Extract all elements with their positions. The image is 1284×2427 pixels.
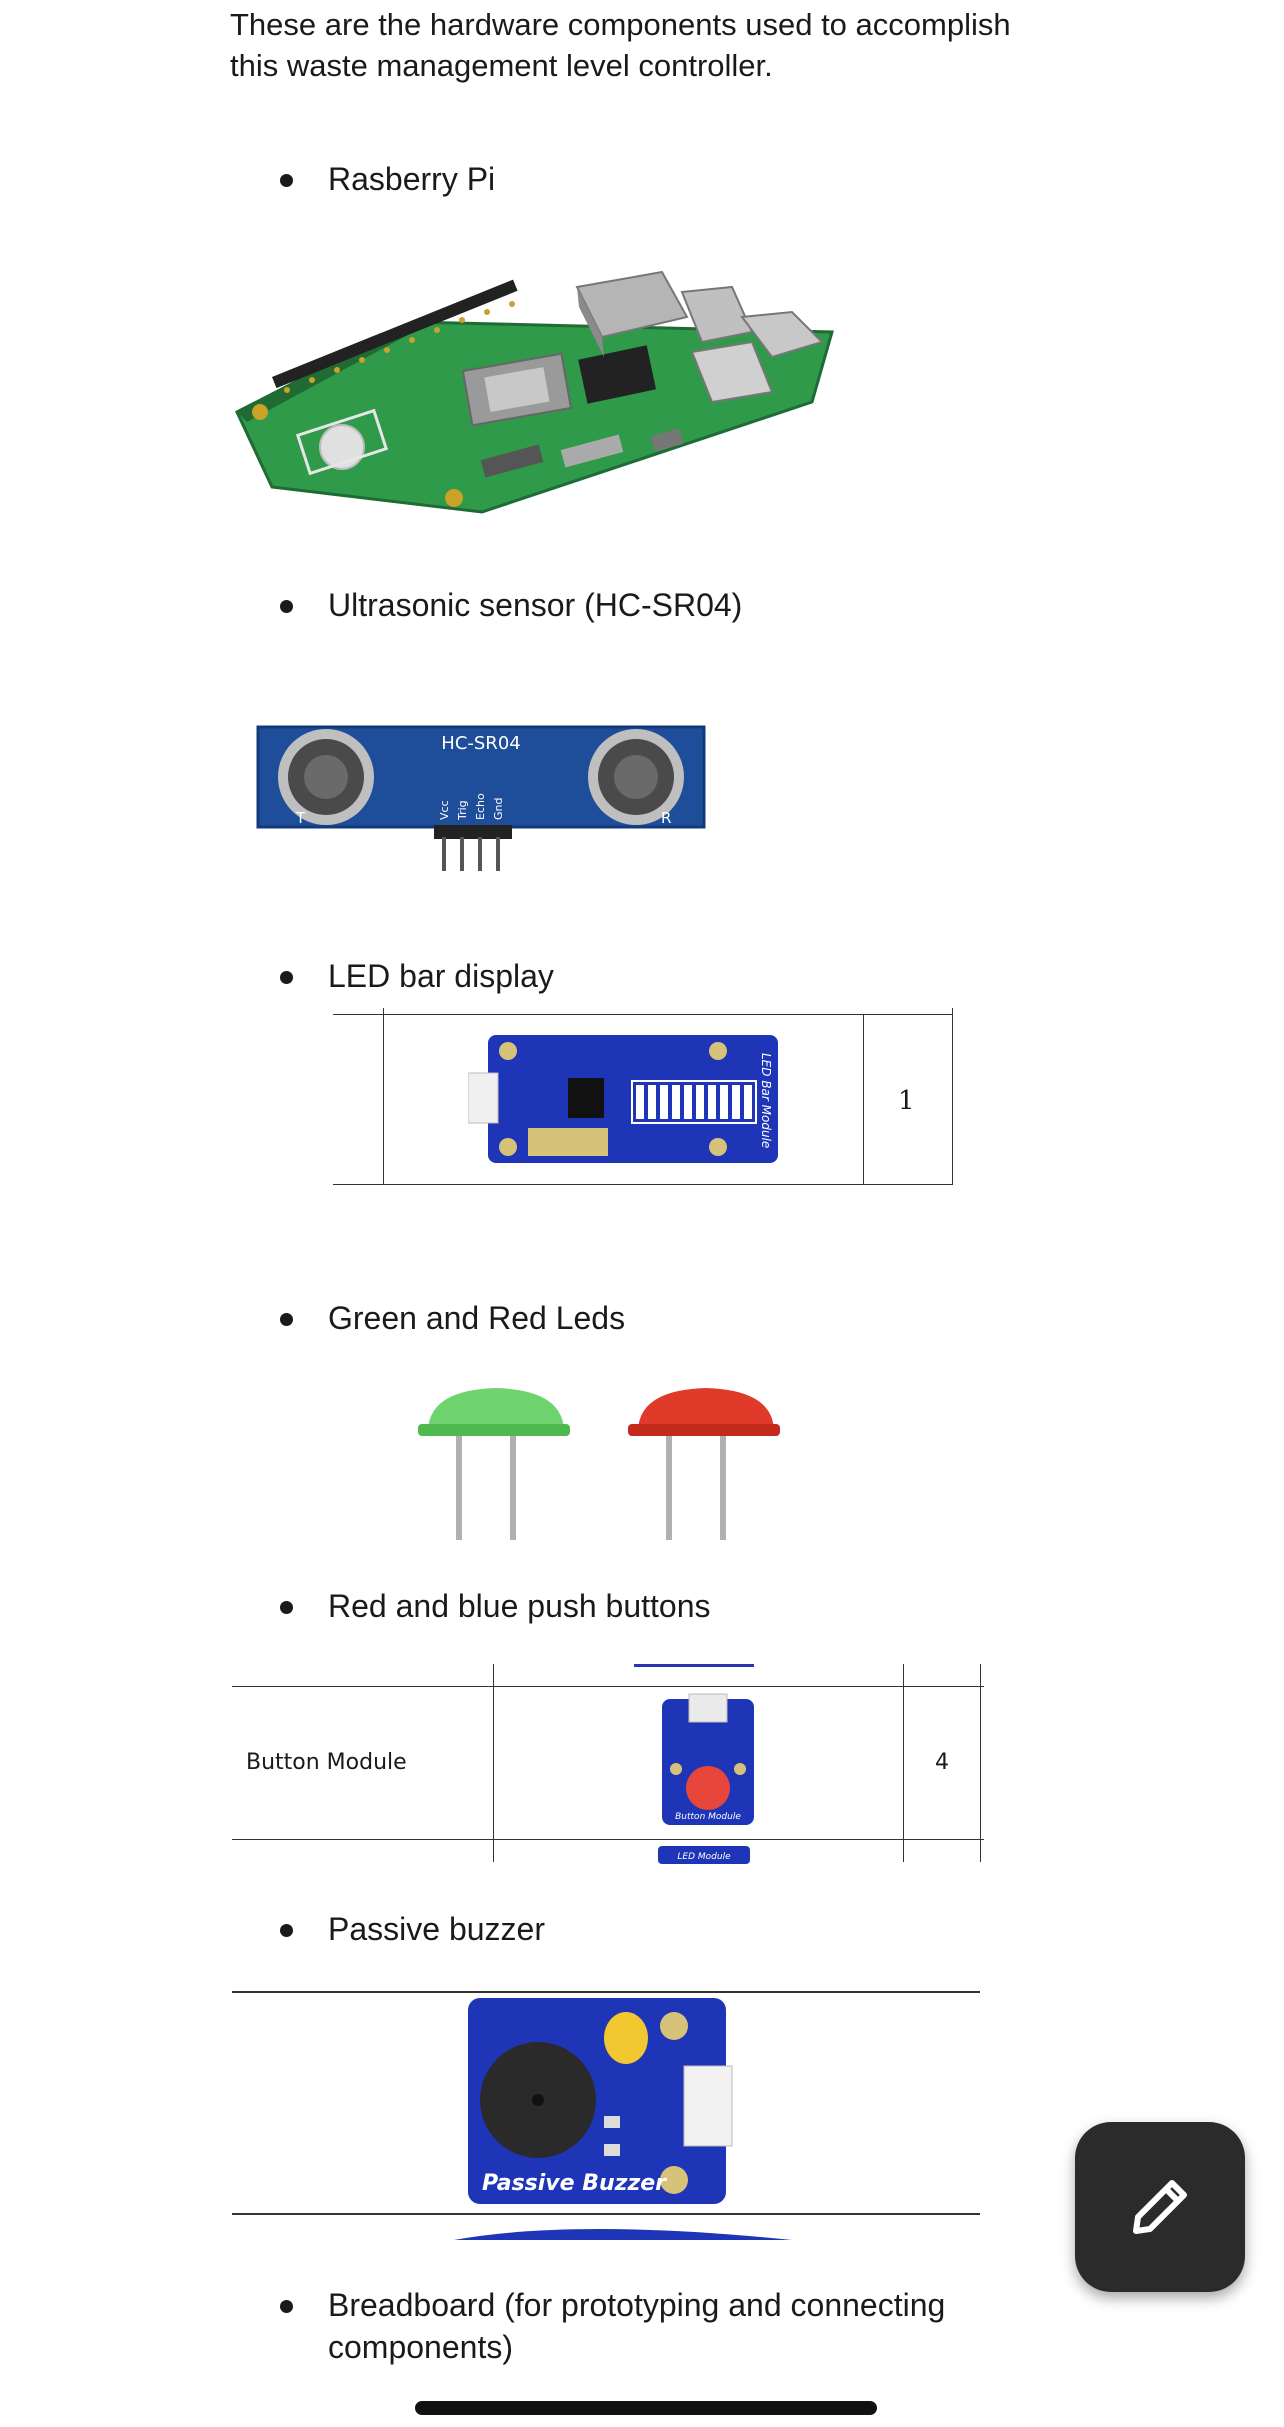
edit-button[interactable]	[1075, 2122, 1245, 2292]
led-bar-module-image: LED Bar Module	[468, 1035, 778, 1163]
list-item-label: Ultrasonic sensor (HC-SR04)	[328, 587, 743, 623]
leds-image	[418, 1388, 780, 1540]
list-item-ultrasonic-sensor: Ultrasonic sensor (HC-SR04)	[280, 584, 742, 626]
led-bar-quantity: 1	[898, 1086, 915, 1116]
list-item-label: LED bar display	[328, 958, 554, 994]
list-item-breadboard: Breadboard (for prototyping and connecti…	[280, 2284, 1010, 2368]
pencil-icon	[1133, 2180, 1187, 2234]
hc-sr04-t: T	[295, 809, 306, 827]
list-item-label: Passive buzzer	[328, 1911, 545, 1947]
pin-label: Trig	[456, 800, 469, 821]
buzzer-module-text: Passive Buzzer	[482, 2171, 667, 2196]
pin-label: Vcc	[438, 800, 451, 820]
pin-label: Gnd	[492, 798, 505, 820]
intro-text: These are the hardware components used t…	[230, 7, 1011, 83]
button-table-name: Button Module	[246, 1750, 407, 1775]
list-item-push-buttons: Red and blue push buttons	[280, 1585, 711, 1627]
hc-sr04-r: R	[661, 809, 671, 827]
buzzer-table-top-rule	[232, 1991, 980, 1993]
button-module-image: Button Module LED Module	[634, 1664, 754, 1864]
led-bar-module-text: LED Bar Module	[759, 1053, 773, 1148]
raspberry-pi-image	[235, 270, 834, 514]
list-item-label: Rasberry Pi	[328, 161, 496, 197]
list-item-label: Red and blue push buttons	[328, 1588, 711, 1624]
hc-sr04-model: HC-SR04	[441, 733, 520, 754]
buzzer-module-image: Passive Buzzer	[454, 1998, 792, 2240]
list-item-label: Breadboard (for prototyping and connecti…	[328, 2287, 946, 2365]
list-item-led-bar: LED bar display	[280, 955, 554, 997]
list-item-buzzer: Passive buzzer	[280, 1908, 545, 1950]
next-module-text: LED Module	[677, 1852, 731, 1862]
buzzer-table-bottom-rule	[232, 2213, 980, 2215]
list-item-label: Green and Red Leds	[328, 1300, 626, 1336]
list-item-leds: Green and Red Leds	[280, 1297, 625, 1339]
list-item-raspberry-pi: Rasberry Pi	[280, 158, 495, 200]
home-indicator[interactable]	[415, 2401, 877, 2415]
button-table-quantity: 4	[935, 1750, 949, 1775]
pin-label: Echo	[474, 793, 487, 820]
hc-sr04-image: HC-SR04 T R Vcc Trig Echo Gnd	[256, 725, 706, 871]
button-module-text: Button Module	[675, 1812, 741, 1822]
